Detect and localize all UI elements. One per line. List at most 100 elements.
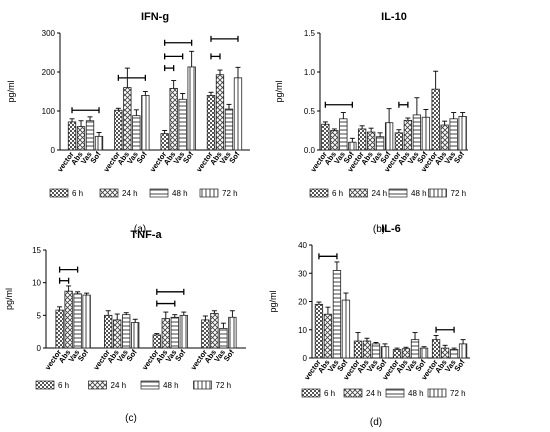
legend-label: 24 h — [122, 189, 138, 198]
bar — [67, 121, 77, 151]
legend-label: 24 h — [366, 389, 382, 398]
x-tick-label: Sof — [135, 150, 150, 165]
x-tick-label: Sof — [452, 358, 467, 373]
bar — [440, 347, 450, 359]
bar — [401, 348, 411, 359]
bar — [330, 130, 339, 151]
bar — [384, 122, 394, 151]
legend-swatch — [385, 388, 405, 398]
y-tick-label: 200 — [42, 68, 56, 77]
legend-swatch — [149, 188, 169, 198]
bar — [170, 316, 179, 349]
bar — [449, 349, 459, 359]
bar — [161, 318, 170, 349]
bar — [113, 319, 122, 349]
bar — [55, 309, 64, 349]
legend-swatch — [388, 188, 408, 198]
bar — [341, 299, 351, 359]
bar — [233, 77, 243, 151]
panel-caption: (a) — [134, 224, 146, 235]
legend-swatch — [99, 188, 119, 198]
panel-il-10: IL-100.00.51.01.5pg/mlvectorAbsVasSofvec… — [274, 11, 468, 235]
bar — [104, 314, 113, 349]
panel-caption: (c) — [125, 413, 137, 424]
bar — [348, 141, 357, 151]
legend-swatch — [199, 188, 219, 198]
bar — [123, 87, 132, 151]
bar — [228, 316, 237, 349]
x-tick-label: Sof — [88, 150, 103, 165]
bar — [169, 87, 178, 151]
bar — [224, 108, 234, 151]
x-tick-label: Sof — [222, 348, 237, 363]
panel-caption: (b) — [373, 224, 385, 235]
x-tick-label: Sof — [227, 150, 242, 165]
legend-label: 48 h — [408, 389, 424, 398]
panel-il-6: IL-6010203040pg/mlvectorAbsVasSofvectorA… — [268, 223, 470, 428]
bar — [219, 327, 228, 349]
bar — [371, 343, 381, 359]
bar — [122, 314, 131, 349]
bar — [332, 270, 342, 359]
bar — [160, 133, 169, 151]
legend-swatch — [343, 388, 363, 398]
bar — [178, 98, 187, 151]
legend-label: 6 h — [58, 381, 69, 390]
bar — [449, 118, 458, 151]
bar — [321, 123, 330, 151]
legend-swatch — [88, 380, 107, 390]
y-tick-label: 0.0 — [304, 146, 316, 155]
y-tick-label: 1.5 — [304, 29, 316, 38]
bar — [380, 346, 390, 359]
bar — [206, 95, 216, 151]
y-axis-label: pg/ml — [4, 288, 14, 310]
chart-title: IL-6 — [381, 223, 401, 235]
bar — [215, 74, 225, 151]
legend-swatch — [140, 380, 160, 390]
bar — [94, 135, 104, 151]
x-tick-label: Sof — [173, 348, 188, 363]
x-tick-label: Sof — [125, 348, 140, 363]
y-axis-label: pg/ml — [268, 290, 278, 312]
y-tick-label: 5 — [37, 311, 42, 320]
bar — [76, 126, 86, 151]
bar — [440, 124, 449, 151]
bar — [458, 116, 467, 151]
y-tick-label: 10 — [32, 279, 41, 288]
x-tick-label: Sof — [76, 348, 91, 363]
bar — [187, 66, 196, 151]
legend-label: 24 h — [111, 381, 127, 390]
bar — [339, 118, 348, 151]
bar — [362, 340, 372, 359]
bar — [412, 114, 422, 151]
bar — [353, 340, 363, 359]
legend-label: 48 h — [163, 381, 179, 390]
legend-swatch — [301, 388, 321, 398]
legend-label: 6 h — [332, 189, 343, 198]
chart-title: TNF-a — [130, 229, 162, 241]
x-tick-label: Sof — [181, 150, 196, 165]
bar — [132, 115, 141, 151]
legend-swatch — [428, 188, 447, 198]
bar — [431, 339, 441, 359]
bar — [366, 131, 376, 151]
legend-swatch — [309, 188, 329, 198]
bar — [64, 290, 73, 349]
y-tick-label: 0.5 — [304, 107, 316, 116]
bar — [431, 88, 440, 151]
x-tick-label: Sof — [452, 150, 467, 165]
legend-swatch — [427, 388, 447, 398]
bar — [375, 136, 385, 151]
bar — [357, 128, 367, 151]
y-tick-label: 0 — [37, 344, 42, 353]
legend-swatch — [349, 188, 368, 198]
bar — [323, 313, 333, 359]
legend-label: 6 h — [72, 189, 83, 198]
y-tick-label: 1.0 — [304, 68, 316, 77]
bar — [410, 339, 420, 359]
legend-swatch — [193, 380, 212, 390]
bar — [82, 294, 91, 349]
